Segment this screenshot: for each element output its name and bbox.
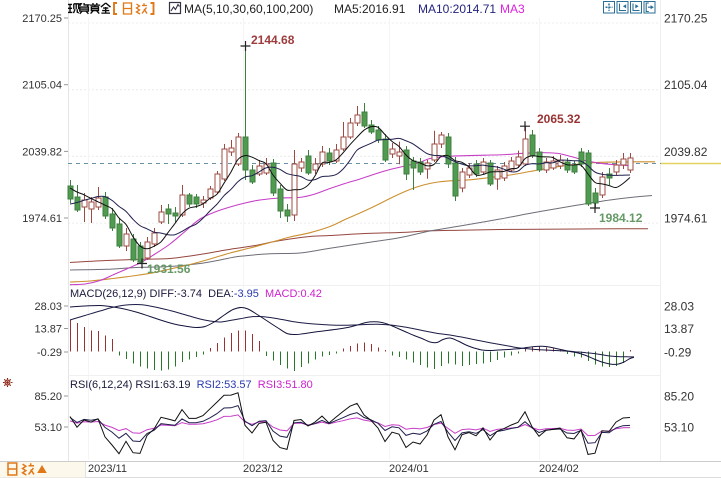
svg-text:-0.29: -0.29 (664, 346, 692, 360)
svg-text:28.03: 28.03 (34, 301, 62, 313)
svg-text:2105.04: 2105.04 (22, 80, 62, 92)
svg-text:2024/01: 2024/01 (389, 463, 429, 475)
svg-text:2023/11: 2023/11 (88, 463, 127, 475)
svg-text:MA10:2014.71: MA10:2014.71 (418, 2, 496, 16)
svg-text:MACD(26,12,9) DIFF:-3.74 DEA:: MACD(26,12,9) DIFF:-3.74 DEA:-3.95 MACD:… (70, 288, 322, 300)
svg-text:85.20: 85.20 (34, 391, 62, 403)
svg-text:1974.61: 1974.61 (664, 212, 708, 226)
svg-text:28.03: 28.03 (664, 300, 694, 314)
svg-text:2023/12: 2023/12 (243, 463, 283, 475)
svg-text:1984.12: 1984.12 (599, 211, 643, 225)
svg-text:13.87: 13.87 (664, 322, 694, 336)
svg-text:MA5:2016.91: MA5:2016.91 (334, 2, 406, 16)
svg-text:2170.25: 2170.25 (664, 12, 708, 26)
svg-text:13.87: 13.87 (34, 324, 62, 336)
svg-text:2024/02: 2024/02 (539, 463, 579, 475)
svg-text:2144.68: 2144.68 (251, 33, 295, 47)
svg-text:2170.25: 2170.25 (22, 13, 62, 25)
svg-text:1974.61: 1974.61 (22, 213, 62, 225)
svg-text:MA3: MA3 (500, 2, 525, 16)
svg-text:53.10: 53.10 (664, 421, 694, 435)
svg-text:MA(5,10,30,60,100,200): MA(5,10,30,60,100,200) (184, 2, 313, 16)
svg-text:2065.32: 2065.32 (537, 112, 581, 126)
svg-text:2039.82: 2039.82 (22, 146, 62, 158)
svg-text:1931.56: 1931.56 (147, 262, 191, 276)
svg-text:53.10: 53.10 (34, 422, 62, 434)
svg-text:RSI(6,12,24) RSI1:63.19 RSI2:: RSI(6,12,24) RSI1:63.19 RSI2:53.57 RSI3:… (70, 379, 313, 391)
svg-text:2039.82: 2039.82 (664, 145, 708, 159)
svg-text:-0.29: -0.29 (37, 347, 62, 359)
svg-text:85.20: 85.20 (664, 390, 694, 404)
svg-text:2105.04: 2105.04 (664, 78, 708, 92)
